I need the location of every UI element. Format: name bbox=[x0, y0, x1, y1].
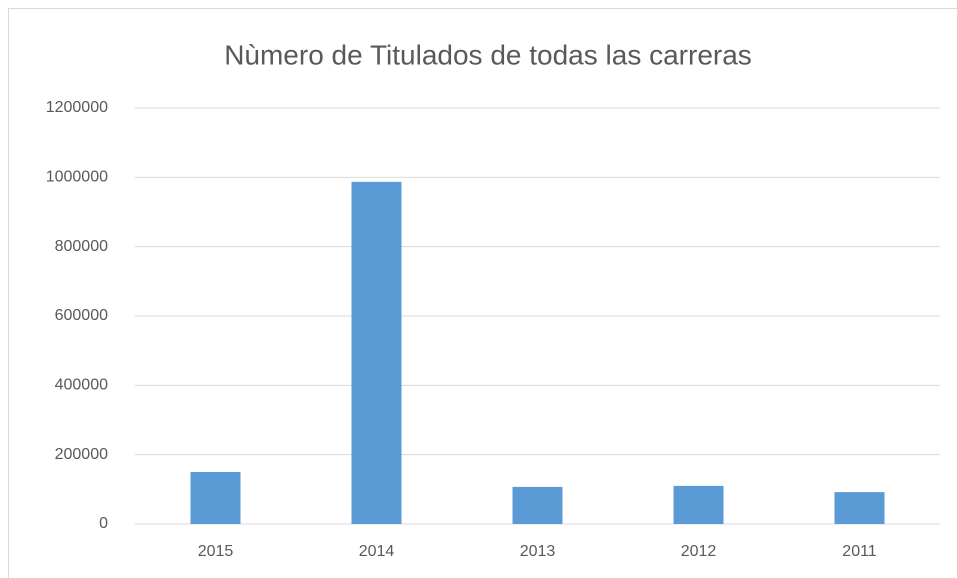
x-tick-label: 2011 bbox=[842, 543, 877, 560]
y-tick-label: 1000000 bbox=[46, 169, 108, 186]
bar bbox=[834, 492, 885, 524]
y-tick-label: 1200000 bbox=[46, 99, 108, 116]
bar bbox=[190, 472, 241, 524]
chart-frame bbox=[8, 8, 957, 578]
y-tick-label: 400000 bbox=[55, 377, 108, 394]
bar bbox=[673, 485, 724, 524]
y-tick-label: 600000 bbox=[55, 307, 108, 324]
y-tick-label: 200000 bbox=[55, 446, 108, 463]
x-tick-label: 2014 bbox=[359, 543, 395, 560]
x-tick-label: 2012 bbox=[681, 543, 717, 560]
bar bbox=[351, 181, 402, 524]
x-tick-label: 2013 bbox=[520, 543, 556, 560]
bar bbox=[512, 486, 563, 524]
chart-title: Nùmero de Titulados de todas las carrera… bbox=[224, 39, 752, 70]
y-tick-label: 800000 bbox=[55, 238, 108, 255]
x-tick-label: 2015 bbox=[198, 543, 234, 560]
y-tick-label: 0 bbox=[99, 515, 108, 532]
